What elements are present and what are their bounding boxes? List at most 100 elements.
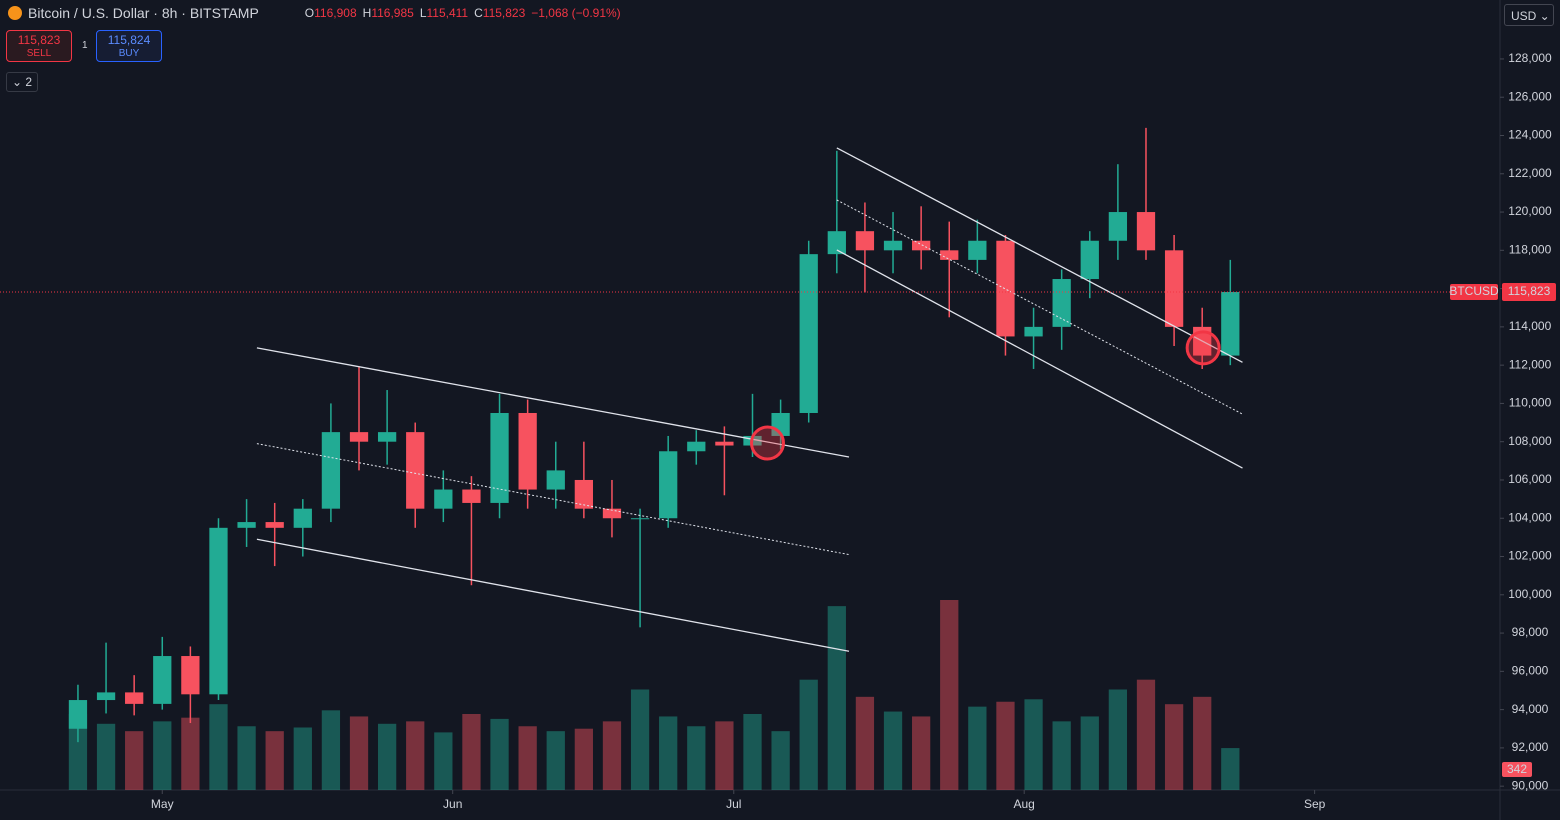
- y-tick-label: 110,000: [1509, 396, 1552, 410]
- symbol-label-bg: [1450, 283, 1498, 300]
- volume-bar: [125, 731, 144, 790]
- ohlc: O116,908 H116,985 L115,411 C115,823 −1,0…: [305, 6, 621, 20]
- coin-icon: [8, 6, 22, 20]
- volume-bar: [602, 721, 622, 790]
- candle-body: [687, 441, 706, 452]
- y-tick-label: 112,000: [1509, 357, 1552, 371]
- marker: [749, 425, 785, 461]
- candle-body: [434, 489, 453, 509]
- y-tick-label: 124,000: [1508, 128, 1552, 142]
- candle-body: [1080, 240, 1099, 280]
- volume-bar: [406, 721, 425, 790]
- volume-bar: [265, 731, 284, 790]
- x-tick-label: Jul: [726, 797, 741, 811]
- candle-body: [659, 451, 678, 519]
- marker: [1185, 330, 1221, 366]
- y-tick-label: 126,000: [1508, 89, 1552, 103]
- y-tick-label: 100,000: [1508, 587, 1552, 601]
- candle-body: [1108, 212, 1128, 241]
- candle-body: [68, 700, 88, 729]
- y-tick-label: 94,000: [1512, 702, 1549, 716]
- y-tick-label: 106,000: [1508, 472, 1552, 486]
- volume-bar: [293, 727, 312, 790]
- candle-body: [349, 432, 369, 442]
- ohlc-key: C: [474, 6, 483, 20]
- ohlc-key: O: [304, 6, 315, 20]
- volume-bar: [377, 723, 397, 790]
- volume-bar: [574, 728, 593, 790]
- x-tick-label: Aug: [1014, 797, 1035, 811]
- candle-body: [1024, 326, 1043, 337]
- y-tick-label: 118,000: [1509, 242, 1552, 256]
- indicators-toggle[interactable]: ⌄ 2: [6, 72, 38, 92]
- candle-body: [265, 522, 284, 528]
- volume-bar: [1136, 679, 1156, 790]
- volume-bar: [321, 710, 341, 790]
- x-tick-label: May: [151, 797, 174, 811]
- volume-bar: [940, 600, 959, 790]
- change: −1,068 (−0.91%): [531, 6, 621, 20]
- volume-bar: [996, 701, 1015, 790]
- last-price-bg: [1502, 282, 1556, 301]
- volume-bar: [96, 723, 116, 790]
- candle-body: [1164, 250, 1184, 327]
- volume-bar: [1221, 748, 1240, 790]
- volume-bar: [827, 606, 846, 790]
- x-tick-label: Sep: [1304, 797, 1326, 811]
- y-tick-label: 92,000: [1512, 740, 1549, 754]
- volume-bar: [630, 689, 650, 790]
- last-price-label: 115,823: [1508, 284, 1551, 298]
- candle-body: [321, 432, 341, 509]
- sell-label: SELL: [26, 48, 52, 59]
- y-tick-label: 104,000: [1508, 510, 1552, 524]
- candle-body: [855, 231, 875, 251]
- volume-bar: [518, 726, 537, 790]
- y-tick-label: 128,000: [1508, 51, 1552, 65]
- symbol[interactable]: Bitcoin / U.S. Dollar · 8h · BITSTAMP: [28, 5, 259, 21]
- volume-bar: [687, 726, 706, 790]
- sell-button[interactable]: 115,823 SELL: [6, 30, 72, 62]
- candle-body: [1052, 279, 1071, 327]
- buy-button[interactable]: 115,824 BUY: [96, 30, 162, 62]
- volume-bar: [462, 714, 481, 790]
- y-tick-label: 120,000: [1508, 204, 1552, 218]
- buy-label: BUY: [118, 48, 140, 59]
- volume-label-bg: [1502, 762, 1532, 777]
- volume-bar: [659, 716, 678, 790]
- candle-body: [406, 432, 425, 509]
- trend-line: [836, 147, 1243, 363]
- y-tick-label: 98,000: [1512, 625, 1549, 639]
- candle-body: [181, 656, 200, 695]
- volume-bar: [968, 706, 987, 790]
- candle-body: [237, 522, 256, 528]
- volume-bar: [1080, 716, 1099, 790]
- trend-line: [836, 249, 1243, 469]
- candle-body: [574, 479, 593, 509]
- volume-bar: [743, 714, 762, 790]
- candle-body: [630, 518, 650, 520]
- symbol-label: BTCUSD: [1449, 284, 1499, 298]
- ohlc-value: 115,411: [426, 6, 469, 20]
- x-tick-label: Jun: [443, 797, 462, 811]
- volume-bar: [715, 721, 734, 790]
- y-tick-label: 122,000: [1508, 166, 1552, 180]
- trend-line: [836, 199, 1243, 415]
- volume-bar: [912, 716, 931, 790]
- currency-select[interactable]: USD ⌄: [1504, 4, 1554, 26]
- volume-bar: [883, 711, 903, 790]
- volume-bar: [209, 704, 228, 790]
- volume-bar: [1164, 704, 1184, 790]
- volume-label: 342: [1507, 762, 1527, 776]
- volume-bar: [349, 716, 369, 790]
- y-tick-label: 108,000: [1508, 434, 1552, 448]
- ohlc-value: 115,823: [482, 6, 526, 20]
- candle-body: [96, 692, 116, 701]
- candle-body: [125, 692, 144, 704]
- volume-bar: [1024, 699, 1043, 790]
- y-tick-label: 114,000: [1509, 319, 1552, 333]
- candle-body: [209, 527, 228, 695]
- candle-body: [490, 412, 509, 503]
- volume-bar: [434, 732, 453, 790]
